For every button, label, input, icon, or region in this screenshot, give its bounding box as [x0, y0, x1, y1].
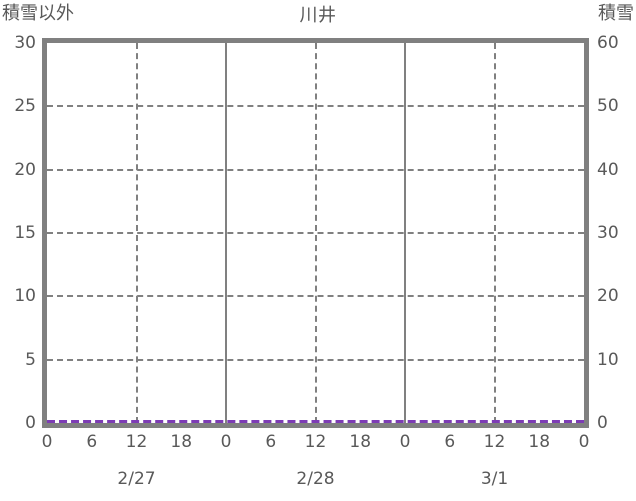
left-y-tick-label: 10	[14, 286, 36, 307]
right-y-tick-label: 60	[597, 33, 619, 53]
x-tick-label: 18	[528, 432, 551, 452]
right-y-tick-label: 40	[597, 159, 619, 180]
left-y-tick-label: 15	[14, 223, 36, 243]
x-tick-label: 18	[349, 432, 372, 452]
x-tick-label: 6	[265, 432, 277, 452]
right-y-tick-label: 30	[597, 223, 619, 243]
left-y-tick-label: 0	[25, 413, 36, 433]
x-tick-label: 0	[399, 432, 411, 452]
left-y-tick-label: 25	[14, 96, 36, 117]
x-date-label: 2/28	[296, 469, 335, 489]
x-tick-label: 12	[125, 432, 148, 452]
vertical-gridline-dayboundary	[404, 43, 406, 423]
right-y-tick-label: 0	[597, 413, 608, 433]
right-axis-caption: 積雪	[598, 3, 634, 24]
vertical-gridline-halfday	[493, 43, 496, 423]
chart-title: 川井	[299, 5, 337, 26]
series-line-0	[47, 420, 584, 423]
plot-inner	[47, 43, 584, 423]
x-tick-label: 6	[444, 432, 456, 452]
right-y-tick-label: 20	[597, 286, 619, 307]
right-y-tick-label: 10	[597, 349, 619, 370]
left-y-tick-label: 20	[14, 159, 36, 180]
x-tick-label: 18	[170, 432, 193, 452]
x-date-label: 2/27	[117, 469, 156, 489]
right-y-tick-label: 50	[597, 96, 619, 117]
x-tick-label: 0	[220, 432, 232, 452]
vertical-gridline-halfday	[314, 43, 317, 423]
left-y-tick-label: 5	[25, 349, 36, 370]
x-tick-label: 0	[578, 432, 590, 452]
x-tick-label: 12	[304, 432, 327, 452]
x-date-label: 3/1	[480, 469, 509, 489]
vertical-gridline-halfday	[135, 43, 138, 423]
x-tick-label: 6	[86, 432, 98, 452]
left-axis-caption: 積雪以外	[2, 3, 74, 24]
vertical-gridline-dayboundary	[225, 43, 227, 423]
x-tick-label: 12	[483, 432, 506, 452]
x-tick-label: 0	[41, 432, 53, 452]
plot-area	[42, 38, 589, 428]
left-y-tick-label: 30	[14, 33, 36, 53]
